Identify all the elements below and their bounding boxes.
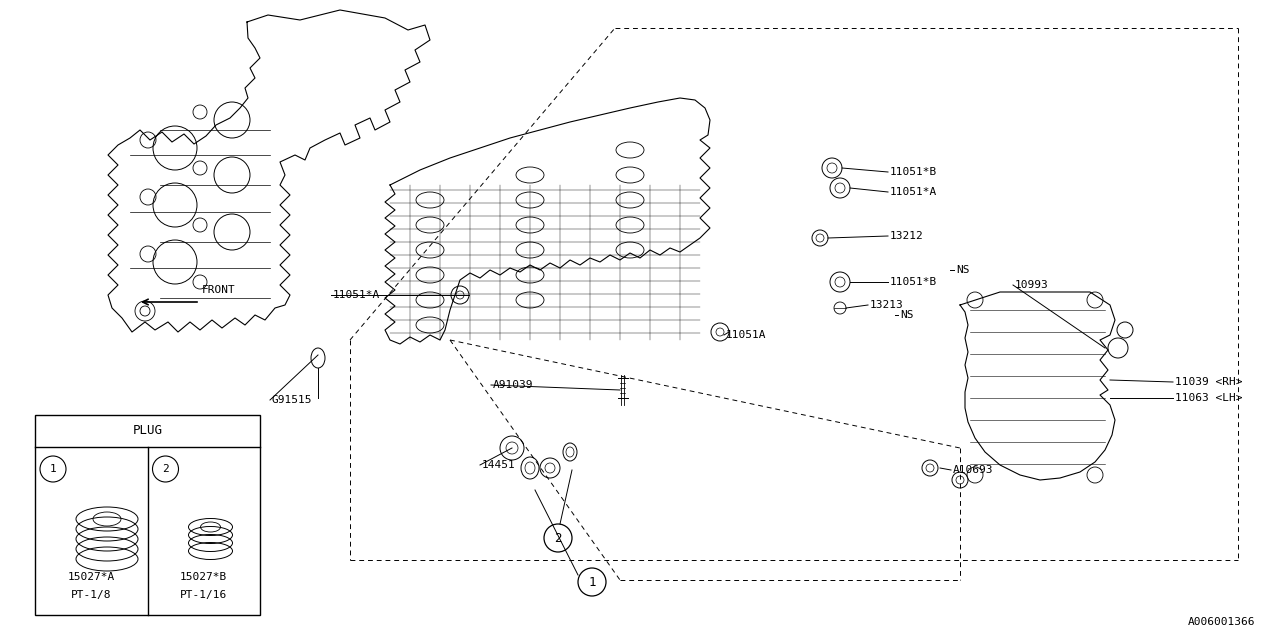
Text: 2: 2 xyxy=(554,531,562,545)
Text: 11051*B: 11051*B xyxy=(890,167,937,177)
Text: 1: 1 xyxy=(589,575,595,589)
Text: 2: 2 xyxy=(163,464,169,474)
Text: 1: 1 xyxy=(50,464,56,474)
Text: 11051*B: 11051*B xyxy=(890,277,937,287)
Text: G91515: G91515 xyxy=(273,395,312,405)
Text: PT-1/8: PT-1/8 xyxy=(70,590,111,600)
Text: NS: NS xyxy=(956,265,969,275)
Text: A91039: A91039 xyxy=(493,380,534,390)
Text: 13213: 13213 xyxy=(870,300,904,310)
Text: 15027*B: 15027*B xyxy=(180,572,228,582)
Text: 10993: 10993 xyxy=(1015,280,1048,290)
Text: 11039 <RH>: 11039 <RH> xyxy=(1175,377,1243,387)
Text: 13212: 13212 xyxy=(890,231,924,241)
Text: PT-1/16: PT-1/16 xyxy=(180,590,228,600)
Text: 11051*A: 11051*A xyxy=(890,187,937,197)
Text: 15027*A: 15027*A xyxy=(68,572,115,582)
Text: FRONT: FRONT xyxy=(202,285,236,295)
Text: A006001366: A006001366 xyxy=(1188,617,1254,627)
Text: A10693: A10693 xyxy=(954,465,993,475)
Text: 11051*A: 11051*A xyxy=(333,290,380,300)
Bar xyxy=(35,415,260,615)
Text: 14451: 14451 xyxy=(483,460,516,470)
Text: NS: NS xyxy=(900,310,914,320)
Text: 11051A: 11051A xyxy=(726,330,767,340)
Text: PLUG: PLUG xyxy=(133,424,163,438)
Text: 11063 <LH>: 11063 <LH> xyxy=(1175,393,1243,403)
